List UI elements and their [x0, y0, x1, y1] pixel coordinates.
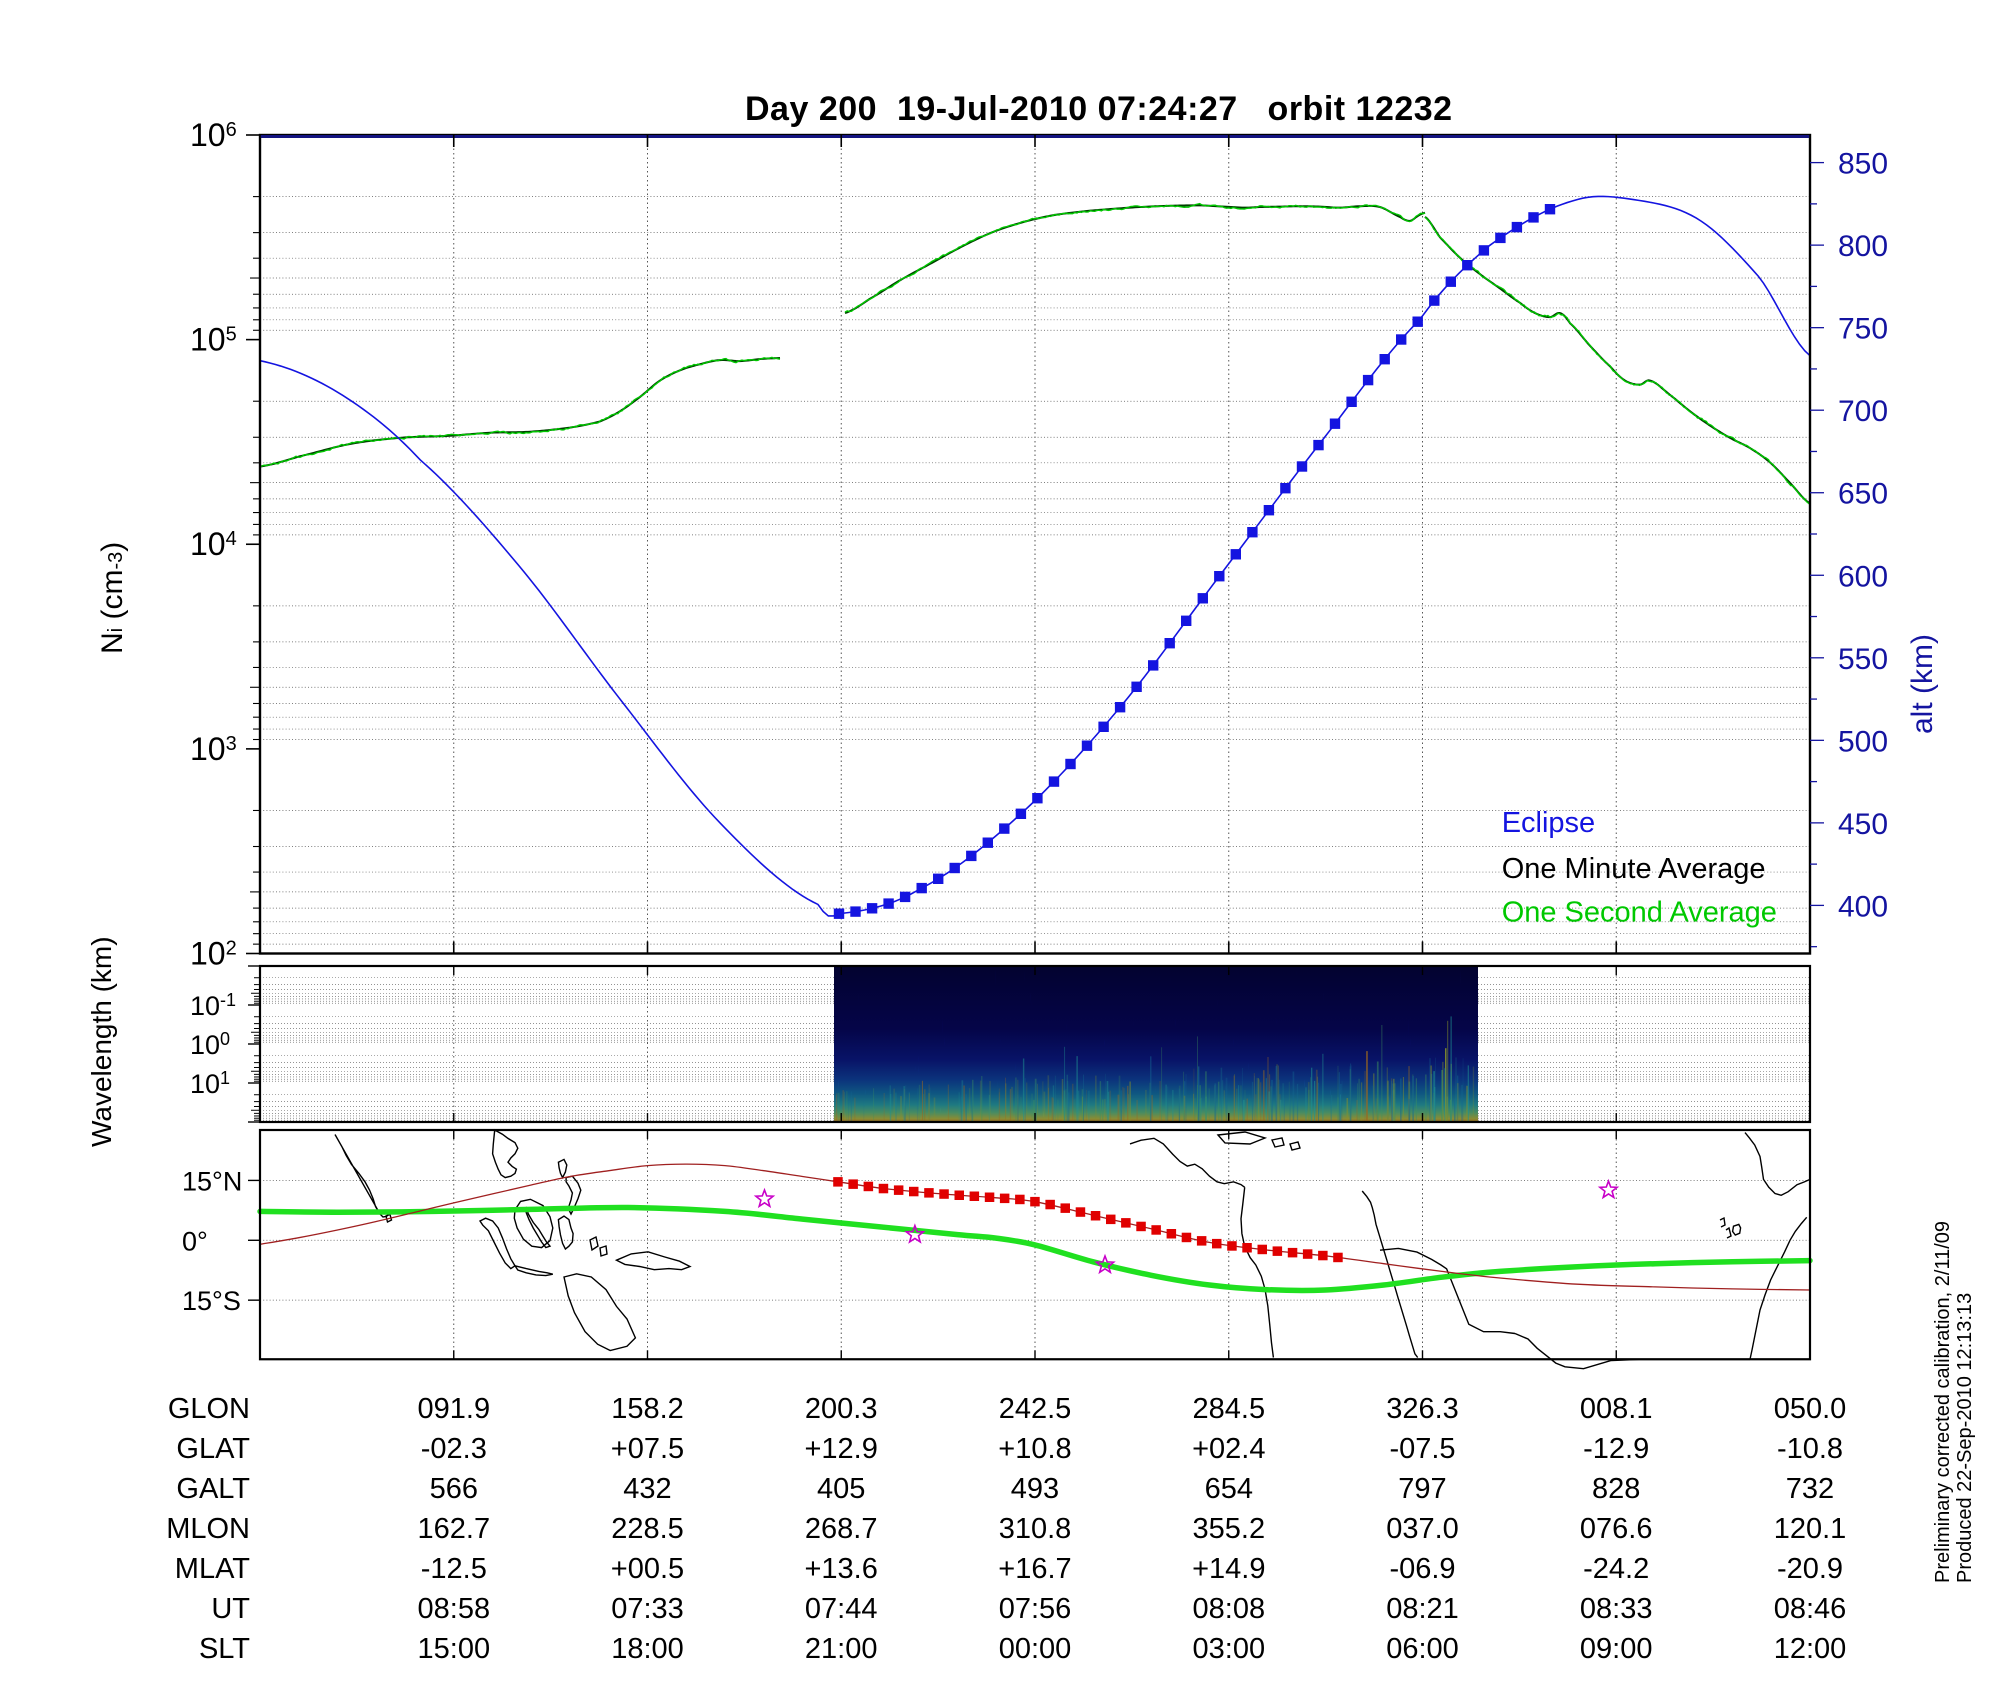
svg-text:105: 105 — [190, 322, 237, 358]
svg-text:106: 106 — [190, 117, 237, 153]
svg-text:103: 103 — [190, 731, 237, 767]
svg-text:400: 400 — [1838, 890, 1888, 923]
svg-text:750: 750 — [1838, 313, 1888, 346]
svg-text:700: 700 — [1838, 395, 1888, 428]
svg-text:450: 450 — [1838, 808, 1888, 841]
svg-text:15°S: 15°S — [182, 1286, 241, 1316]
svg-text:101: 101 — [190, 1068, 230, 1099]
svg-text:Eclipse: Eclipse — [1502, 807, 1596, 839]
svg-text:100: 100 — [190, 1029, 230, 1060]
svg-text:One Minute Average: One Minute Average — [1502, 853, 1766, 885]
svg-text:550: 550 — [1838, 643, 1888, 676]
svg-text:600: 600 — [1838, 560, 1888, 593]
svg-text:850: 850 — [1838, 148, 1888, 181]
svg-text:800: 800 — [1838, 230, 1888, 263]
svg-text:10-1: 10-1 — [190, 990, 236, 1021]
svg-text:500: 500 — [1838, 725, 1888, 758]
svg-text:102: 102 — [190, 936, 237, 972]
svg-text:104: 104 — [190, 526, 237, 562]
svg-text:15°N: 15°N — [182, 1166, 242, 1196]
svg-text:0°: 0° — [182, 1226, 208, 1256]
svg-text:One Second Average: One Second Average — [1502, 896, 1777, 928]
svg-text:650: 650 — [1838, 478, 1888, 511]
